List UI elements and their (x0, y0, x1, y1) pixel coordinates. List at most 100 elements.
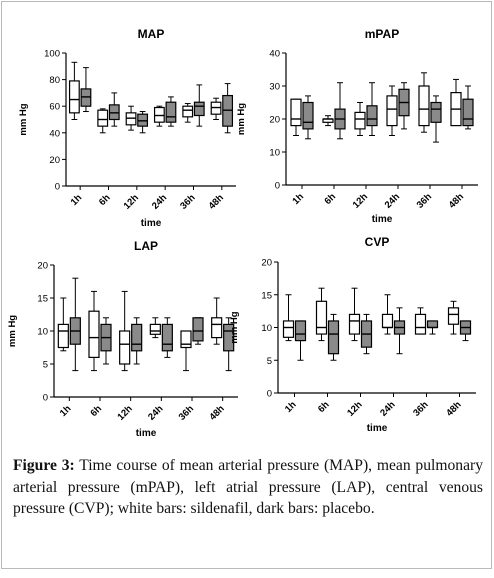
sildenafil-box-12h (354, 102, 366, 136)
box-body (57, 323, 69, 349)
box-body (414, 313, 427, 335)
y-tick-label: 10 (37, 327, 48, 338)
figure-caption: Figure 3: Time course of mean arterial p… (13, 455, 483, 520)
placebo-box-6h (327, 313, 340, 361)
placebo-box-36h (192, 317, 204, 345)
placebo-box-36h (430, 95, 442, 143)
y-axis-label: mm Hg (236, 103, 247, 135)
x-tick-label: 12h (351, 191, 370, 210)
placebo-box-24h (393, 307, 406, 355)
box-body (182, 105, 194, 118)
placebo-box-6h (100, 317, 112, 365)
placebo-box-12h (137, 111, 149, 134)
y-tick-label: 15 (37, 294, 48, 305)
box-body (418, 85, 430, 127)
x-tick-label: 24h (150, 192, 169, 211)
sildenafil-box-36h (180, 330, 192, 372)
box-body (294, 320, 307, 342)
placebo-box-1h (69, 277, 81, 372)
box-body (211, 317, 223, 339)
placebo-box-48h (223, 317, 235, 372)
sildenafil-box-12h (125, 105, 137, 131)
box-body (327, 320, 340, 355)
placebo-box-12h (131, 317, 143, 365)
sildenafil-box-36h (414, 307, 427, 335)
chart-cvp: CVP 0 5 10 15 20 mm Hg 1h 6h 12h 24h 36h 48h time (229, 235, 476, 434)
y-tick-label: 80 (49, 75, 60, 86)
placebo-box-36h (193, 84, 205, 127)
sildenafil-box-36h (182, 103, 194, 123)
sildenafil-box-6h (88, 290, 100, 372)
y-tick-label: 20 (261, 258, 272, 269)
sildenafil-box-36h (418, 72, 430, 133)
box-body (119, 330, 131, 365)
sildenafil-box-48h (450, 78, 462, 127)
y-tick-label: 100 (44, 49, 60, 60)
x-tick-label: 6h (322, 191, 338, 207)
x-tick-label: 48h (444, 399, 463, 418)
box-body (193, 101, 205, 117)
box-body (366, 105, 378, 127)
box-body (447, 307, 460, 325)
x-tick-label: 36h (415, 191, 434, 210)
x-tick-label: 12h (345, 399, 364, 418)
x-tick-label: 36h (411, 399, 430, 418)
sildenafil-box-12h (348, 287, 361, 342)
chart-title: MAP (138, 27, 165, 41)
placebo-box-48h (462, 85, 474, 130)
box-body (348, 313, 361, 335)
box-body (131, 323, 143, 352)
placebo-box-48h (459, 320, 472, 342)
box-body (161, 323, 173, 352)
caption-text: Time course of mean arterial pressure (M… (13, 457, 483, 517)
box-body (165, 101, 177, 123)
y-tick-label: 40 (269, 49, 280, 60)
box-body (302, 101, 314, 130)
box-body (426, 320, 439, 329)
chart-map: MAP 0 20 40 60 80 100 mm Hg 1h 6h 12h 24h 36h 48h time (18, 27, 236, 229)
sildenafil-box-1h (290, 98, 302, 136)
y-tick-label: 0 (267, 389, 272, 400)
sildenafil-box-1h (68, 61, 80, 120)
placebo-box-1h (294, 320, 307, 361)
x-tick-label: 12h (115, 403, 134, 422)
y-tick-label: 20 (37, 261, 48, 272)
placebo-box-24h (398, 82, 410, 130)
box-body (462, 98, 474, 127)
sildenafil-box-24h (386, 85, 398, 136)
x-tick-label: 1h (283, 399, 299, 415)
box-body (223, 323, 235, 352)
sildenafil-box-48h (210, 97, 222, 120)
x-tick-label: 6h (97, 192, 113, 208)
placebo-box-12h (366, 82, 378, 136)
sildenafil-box-24h (381, 294, 394, 335)
box-body (354, 111, 366, 130)
sildenafil-box-6h (322, 115, 334, 127)
y-axis-label: mm Hg (229, 311, 240, 343)
box-body (88, 310, 100, 359)
x-axis-label: time (136, 428, 157, 439)
chart-title: LAP (134, 239, 158, 253)
box-body (290, 98, 302, 127)
x-tick-label: 24h (378, 399, 397, 418)
placebo-box-1h (302, 95, 314, 140)
x-tick-label: 6h (316, 399, 332, 415)
y-tick-label: 10 (269, 148, 280, 159)
y-axis-label: mm Hg (18, 103, 29, 135)
box-body (97, 109, 109, 127)
chart-lap: LAP 0 5 10 15 20 mm Hg 1h 6h 12h 24h 36h 48h time (7, 239, 238, 439)
y-tick-label: 20 (49, 155, 60, 166)
box-body (381, 313, 394, 329)
sildenafil-box-12h (119, 290, 131, 372)
sildenafil-box-48h (211, 297, 223, 345)
x-axis-label: time (372, 214, 393, 225)
x-tick-label: 36h (177, 403, 196, 422)
x-tick-label: 6h (88, 403, 104, 419)
sildenafil-box-48h (447, 300, 460, 335)
y-tick-label: 0 (55, 182, 60, 193)
chart-title: mPAP (365, 27, 399, 41)
sildenafil-box-24h (149, 317, 161, 339)
placebo-box-1h (80, 67, 92, 113)
box-body (180, 330, 192, 349)
